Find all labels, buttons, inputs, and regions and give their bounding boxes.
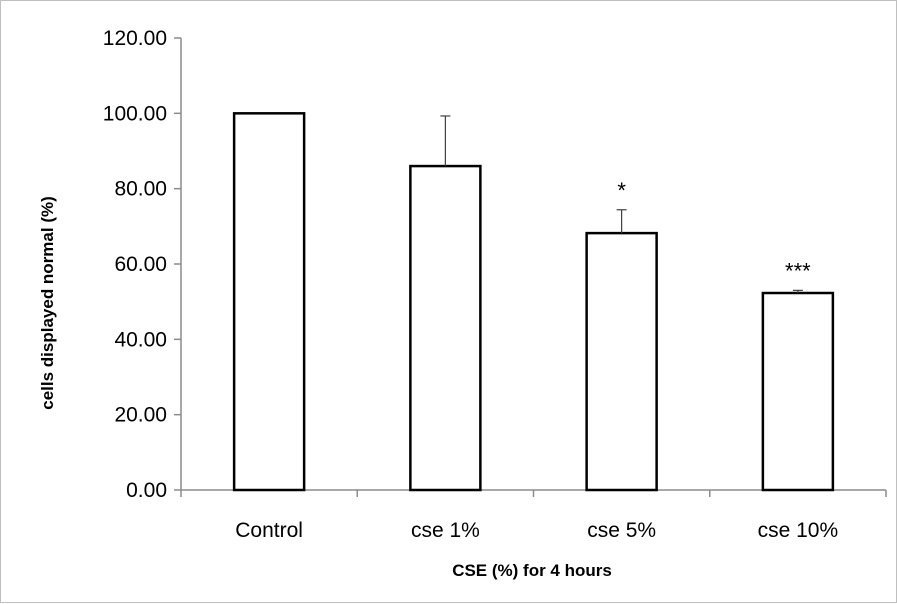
x-tick-label: Control: [235, 519, 303, 542]
y-axis: 0.00 20.00 40.00 60.00 80.00 100.00 120.00: [103, 27, 182, 502]
y-tick-label: 20.00: [114, 404, 167, 427]
y-tick-label: 40.00: [114, 328, 167, 351]
x-axis-title: CSE (%) for 4 hours: [452, 561, 612, 580]
y-tick-label: 120.00: [103, 27, 167, 50]
significance-marker: *: [617, 178, 626, 203]
x-tick-label: cse 10%: [758, 519, 839, 542]
x-tick-label: cse 1%: [411, 519, 480, 542]
y-axis-title: cells displayed normal (%): [38, 196, 57, 410]
bar-cse-1-: [409, 164, 482, 492]
bar-cse-10-: [761, 291, 835, 492]
bar-control: [232, 112, 306, 492]
y-tick-label: 80.00: [114, 178, 167, 201]
bars: [232, 112, 835, 492]
y-tick-label: 60.00: [114, 253, 167, 276]
bar-cse-5-: [585, 231, 658, 492]
error-bars: [440, 115, 803, 294]
y-tick-label: 0.00: [126, 479, 167, 502]
x-tick-label: cse 5%: [587, 519, 656, 542]
significance-marker: ***: [785, 258, 811, 283]
y-tick-label: 100.00: [103, 102, 167, 125]
category-labels: Control cse 1% * cse 5% *** cse 10%: [235, 178, 838, 542]
